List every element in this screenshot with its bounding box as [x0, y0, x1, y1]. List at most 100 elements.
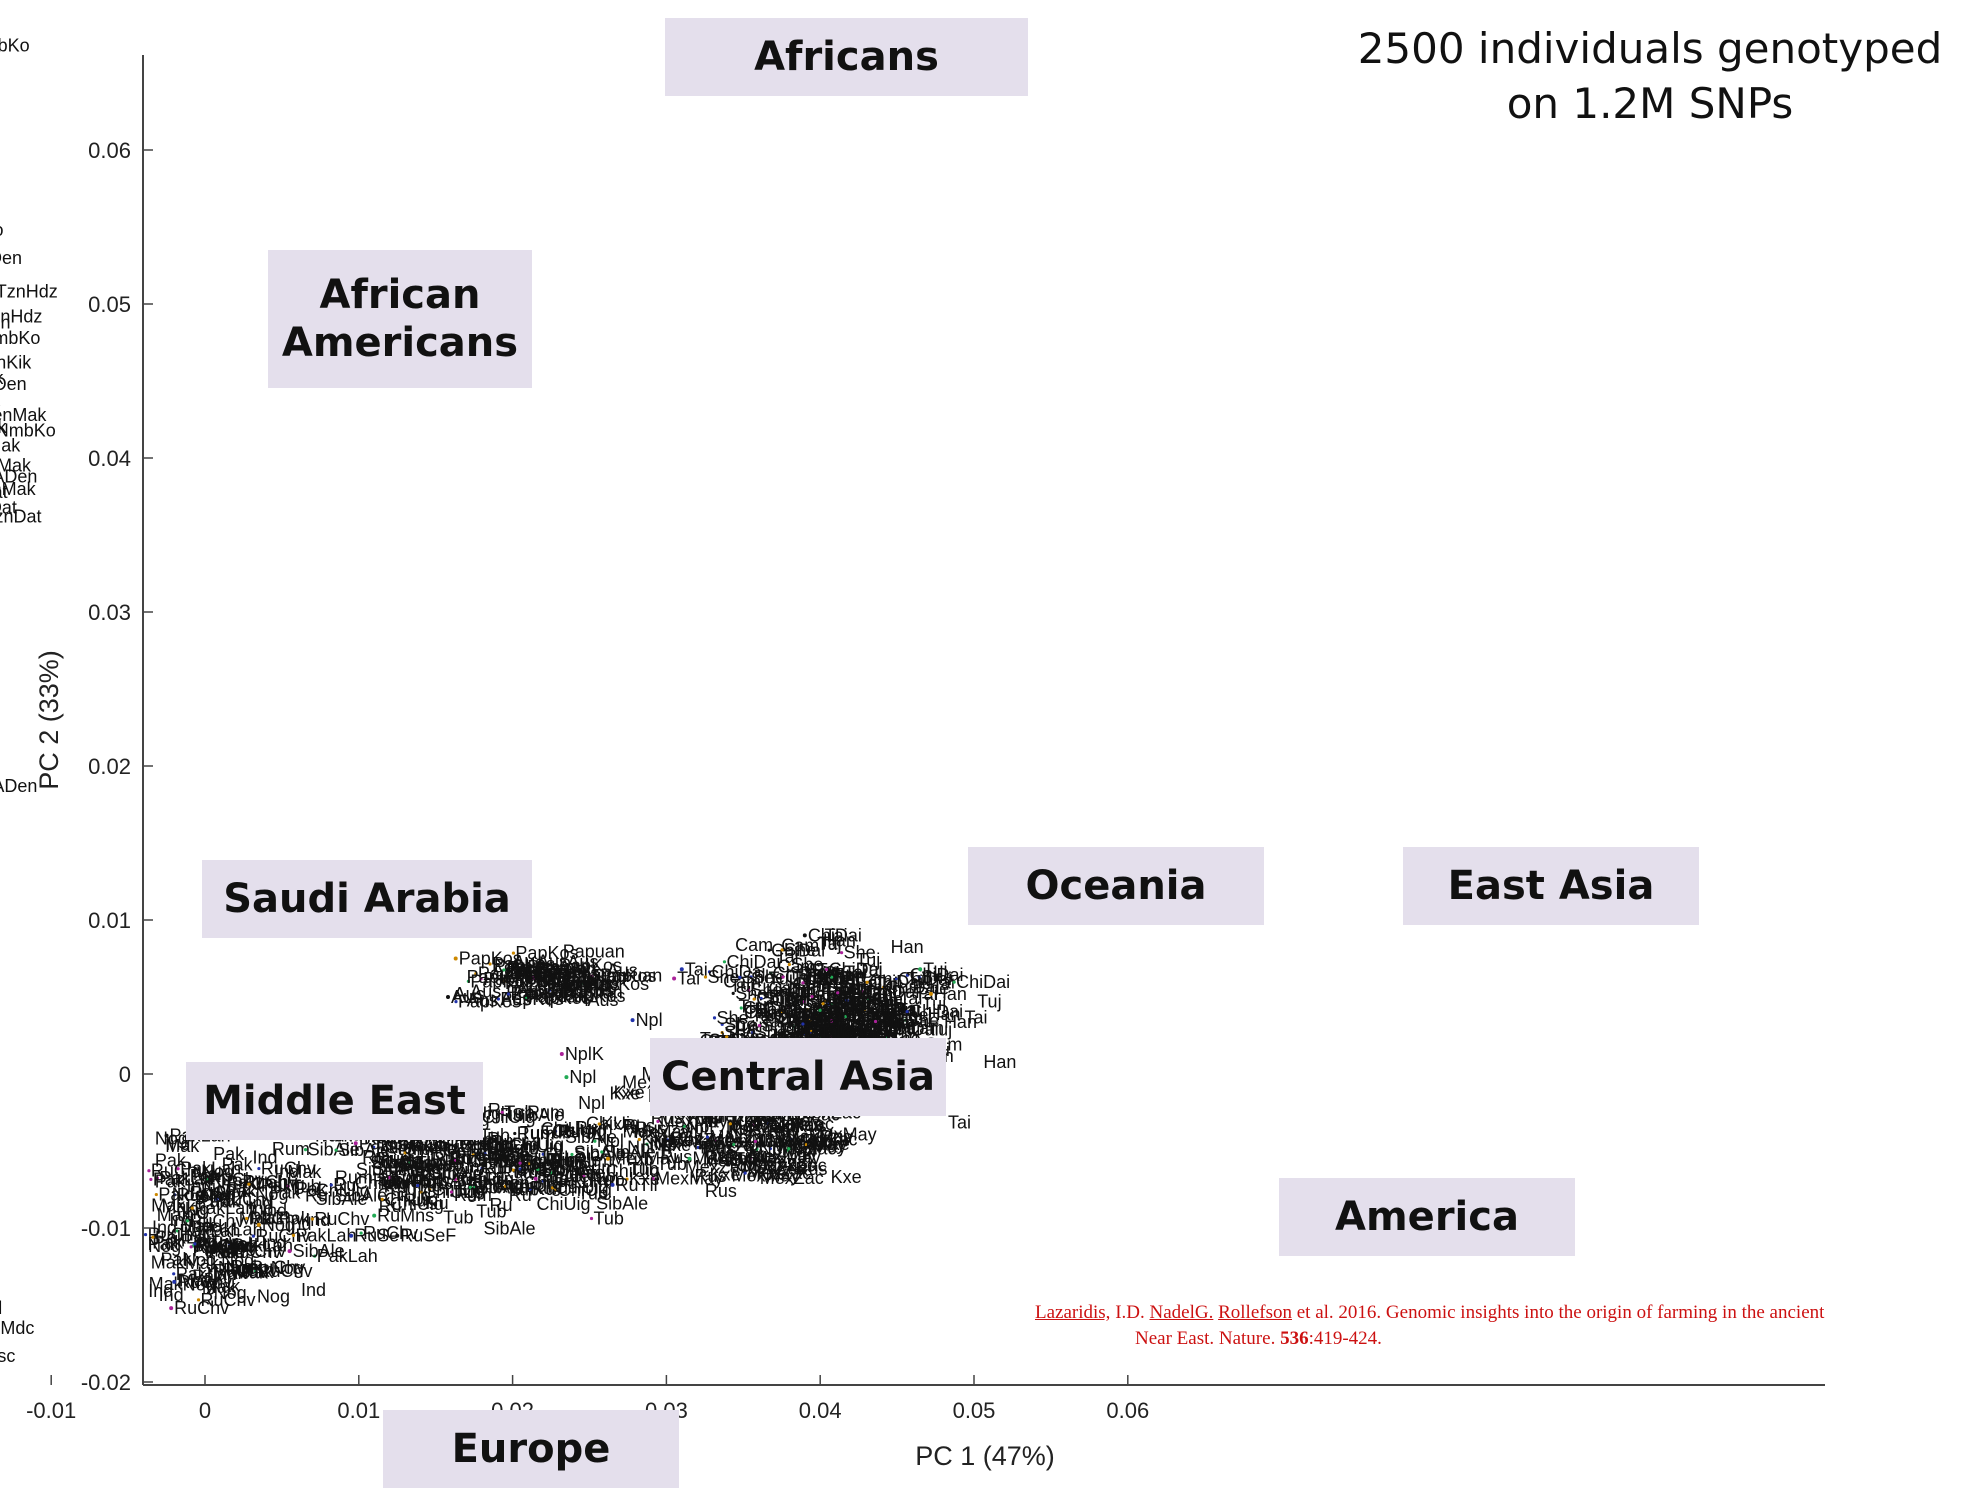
cluster-point-label: Tai: [832, 965, 855, 985]
cluster-point-label: Han: [928, 1004, 961, 1024]
cluster-point-label: SibAle: [479, 1145, 531, 1165]
cluster-point-label: SibAle: [574, 1145, 626, 1165]
cluster-point-label: Mak: [149, 1274, 184, 1294]
cluster-point-label: ChiDai: [886, 978, 940, 998]
cluster-point-label: Tuj: [812, 1010, 836, 1030]
cluster-point: [513, 1131, 517, 1136]
cluster-point-label: Kxe: [732, 1114, 763, 1134]
cluster-point: [149, 1177, 153, 1182]
data-point: [559, 1051, 564, 1056]
cluster-point-label: Rum: [530, 1178, 568, 1198]
cluster-point: [845, 998, 849, 1003]
cluster-point-label: Nog: [218, 1258, 251, 1278]
cluster-point-label: Rum: [385, 1139, 423, 1159]
cluster-point-label: Ru: [373, 1171, 396, 1191]
cluster-point-label: Aus: [607, 960, 638, 980]
cluster-point: [722, 960, 727, 964]
data-point: [249, 1249, 254, 1254]
cluster-point-label: Tuj: [841, 1004, 865, 1024]
region-label-america: America: [1279, 1178, 1575, 1256]
cluster-point: [819, 1027, 824, 1031]
cluster-point-label: Tuj: [883, 996, 907, 1016]
cluster-point-label: MexMay: [703, 1150, 771, 1170]
cluster-point-label: Rum: [335, 1167, 373, 1187]
cluster-point-label: Papuan: [600, 966, 662, 986]
citation-initials: I.D.: [1110, 1302, 1150, 1323]
cluster-point: [384, 1180, 388, 1184]
cluster-point-label: Kxe: [819, 1134, 850, 1154]
cluster-point: [830, 1034, 834, 1038]
x-tick-label: 0.06: [1106, 1398, 1149, 1423]
data-point-label: RuSe: [354, 1226, 399, 1246]
cluster-point-label: ChiUig: [507, 1176, 561, 1196]
cluster-point-label: Npl: [597, 1131, 624, 1151]
cluster-point-label: Tai: [778, 1019, 801, 1039]
cluster-point-label: RuChv: [249, 1208, 304, 1228]
cluster-point-label: Tub: [542, 1123, 572, 1143]
cluster-point-label: Tub: [478, 1152, 508, 1172]
cluster-point-label: Tai: [859, 992, 882, 1012]
data-point: [672, 976, 677, 981]
cluster-point-label: PapKos: [563, 986, 626, 1006]
cluster-point-label: SibAle: [483, 1218, 535, 1238]
cluster-point-label: ChiDai: [860, 1018, 914, 1038]
cluster-point-label: Tuj: [928, 1020, 952, 1040]
cluster-point: [861, 990, 865, 994]
cluster-point: [722, 1155, 726, 1159]
cluster-point-label: Tuj: [907, 969, 931, 989]
cluster-point-label: Papuan: [506, 982, 568, 1002]
cluster-point-label: PapKos: [492, 954, 555, 974]
cluster-point: [764, 995, 768, 999]
data-point: [605, 1156, 610, 1161]
cluster-point-label: Tub: [411, 1163, 441, 1183]
cluster-point-label: Tai: [830, 1022, 853, 1042]
cluster-point-label: Ind: [152, 1217, 177, 1237]
cluster-point-label: Cam: [744, 1003, 782, 1023]
cluster-point: [839, 951, 844, 955]
cluster-point-label: MexZac: [728, 1117, 792, 1137]
cluster-point: [787, 962, 791, 967]
cluster-point: [454, 1000, 458, 1004]
cluster-point: [303, 1148, 308, 1152]
cluster-point: [739, 1006, 743, 1010]
data-point-label: AAdenDen: [0, 312, 11, 332]
cluster-point-label: MexZac: [685, 1157, 749, 1177]
cluster-point-label: Rus: [670, 1129, 702, 1149]
x-tick-label: 0.04: [799, 1398, 842, 1423]
cluster-point-label: RuChv: [258, 1261, 313, 1281]
data-point: [395, 1233, 400, 1238]
citation-line2: Near East. Nature. 536:419-424.: [1035, 1326, 1965, 1352]
cluster-point: [589, 974, 594, 978]
cluster-point-label: Rum: [410, 1136, 448, 1156]
cluster-point-label: Rum: [384, 1176, 422, 1196]
cluster-point-label: Tub: [657, 1154, 687, 1174]
cluster-point-label: Aus: [454, 984, 485, 1004]
data-point-label: PapKos: [459, 949, 522, 969]
cluster-point: [222, 1180, 226, 1185]
cluster-point: [810, 994, 814, 999]
cluster-point-label: Rum: [527, 1102, 565, 1122]
cluster-point-label: ChiDai: [805, 973, 859, 993]
data-point-label: Mdc: [0, 1318, 34, 1338]
data-point: [446, 995, 451, 999]
cluster-point-label: SibAle: [574, 1142, 626, 1162]
cluster-point: [496, 997, 500, 1001]
y-tick-label: 0.06: [88, 138, 131, 163]
cluster-point-label: Cam: [764, 999, 802, 1019]
cluster-point-label: Han: [882, 1012, 915, 1032]
cluster-point-label: Tai: [964, 1007, 987, 1027]
cluster-point-label: Papuan: [507, 958, 569, 978]
cluster-point-label: RuChv: [148, 1225, 203, 1245]
cluster-point: [500, 1110, 504, 1114]
cluster-point: [630, 1126, 635, 1131]
cluster-point: [334, 1148, 338, 1152]
cluster-point-label: Mak: [250, 1208, 285, 1228]
cluster-point: [905, 1009, 909, 1014]
cluster-point-label: Mak: [165, 1136, 200, 1156]
cluster-point: [553, 982, 557, 987]
cluster-point: [836, 1002, 840, 1006]
cluster-point: [703, 975, 708, 979]
cluster-point-label: Ru: [590, 1171, 613, 1191]
cluster-point-label: Ru: [545, 1144, 568, 1164]
cluster-point-label: MexMay: [809, 1125, 877, 1145]
